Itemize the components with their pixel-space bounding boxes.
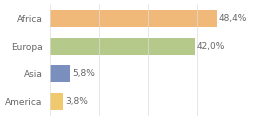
Bar — [50, 65, 70, 82]
Bar — [50, 38, 195, 55]
Text: 42,0%: 42,0% — [197, 42, 225, 51]
Bar — [50, 93, 64, 110]
Bar — [50, 10, 217, 27]
Text: 5,8%: 5,8% — [72, 69, 95, 78]
Text: 3,8%: 3,8% — [65, 97, 88, 106]
Text: 48,4%: 48,4% — [219, 14, 247, 23]
